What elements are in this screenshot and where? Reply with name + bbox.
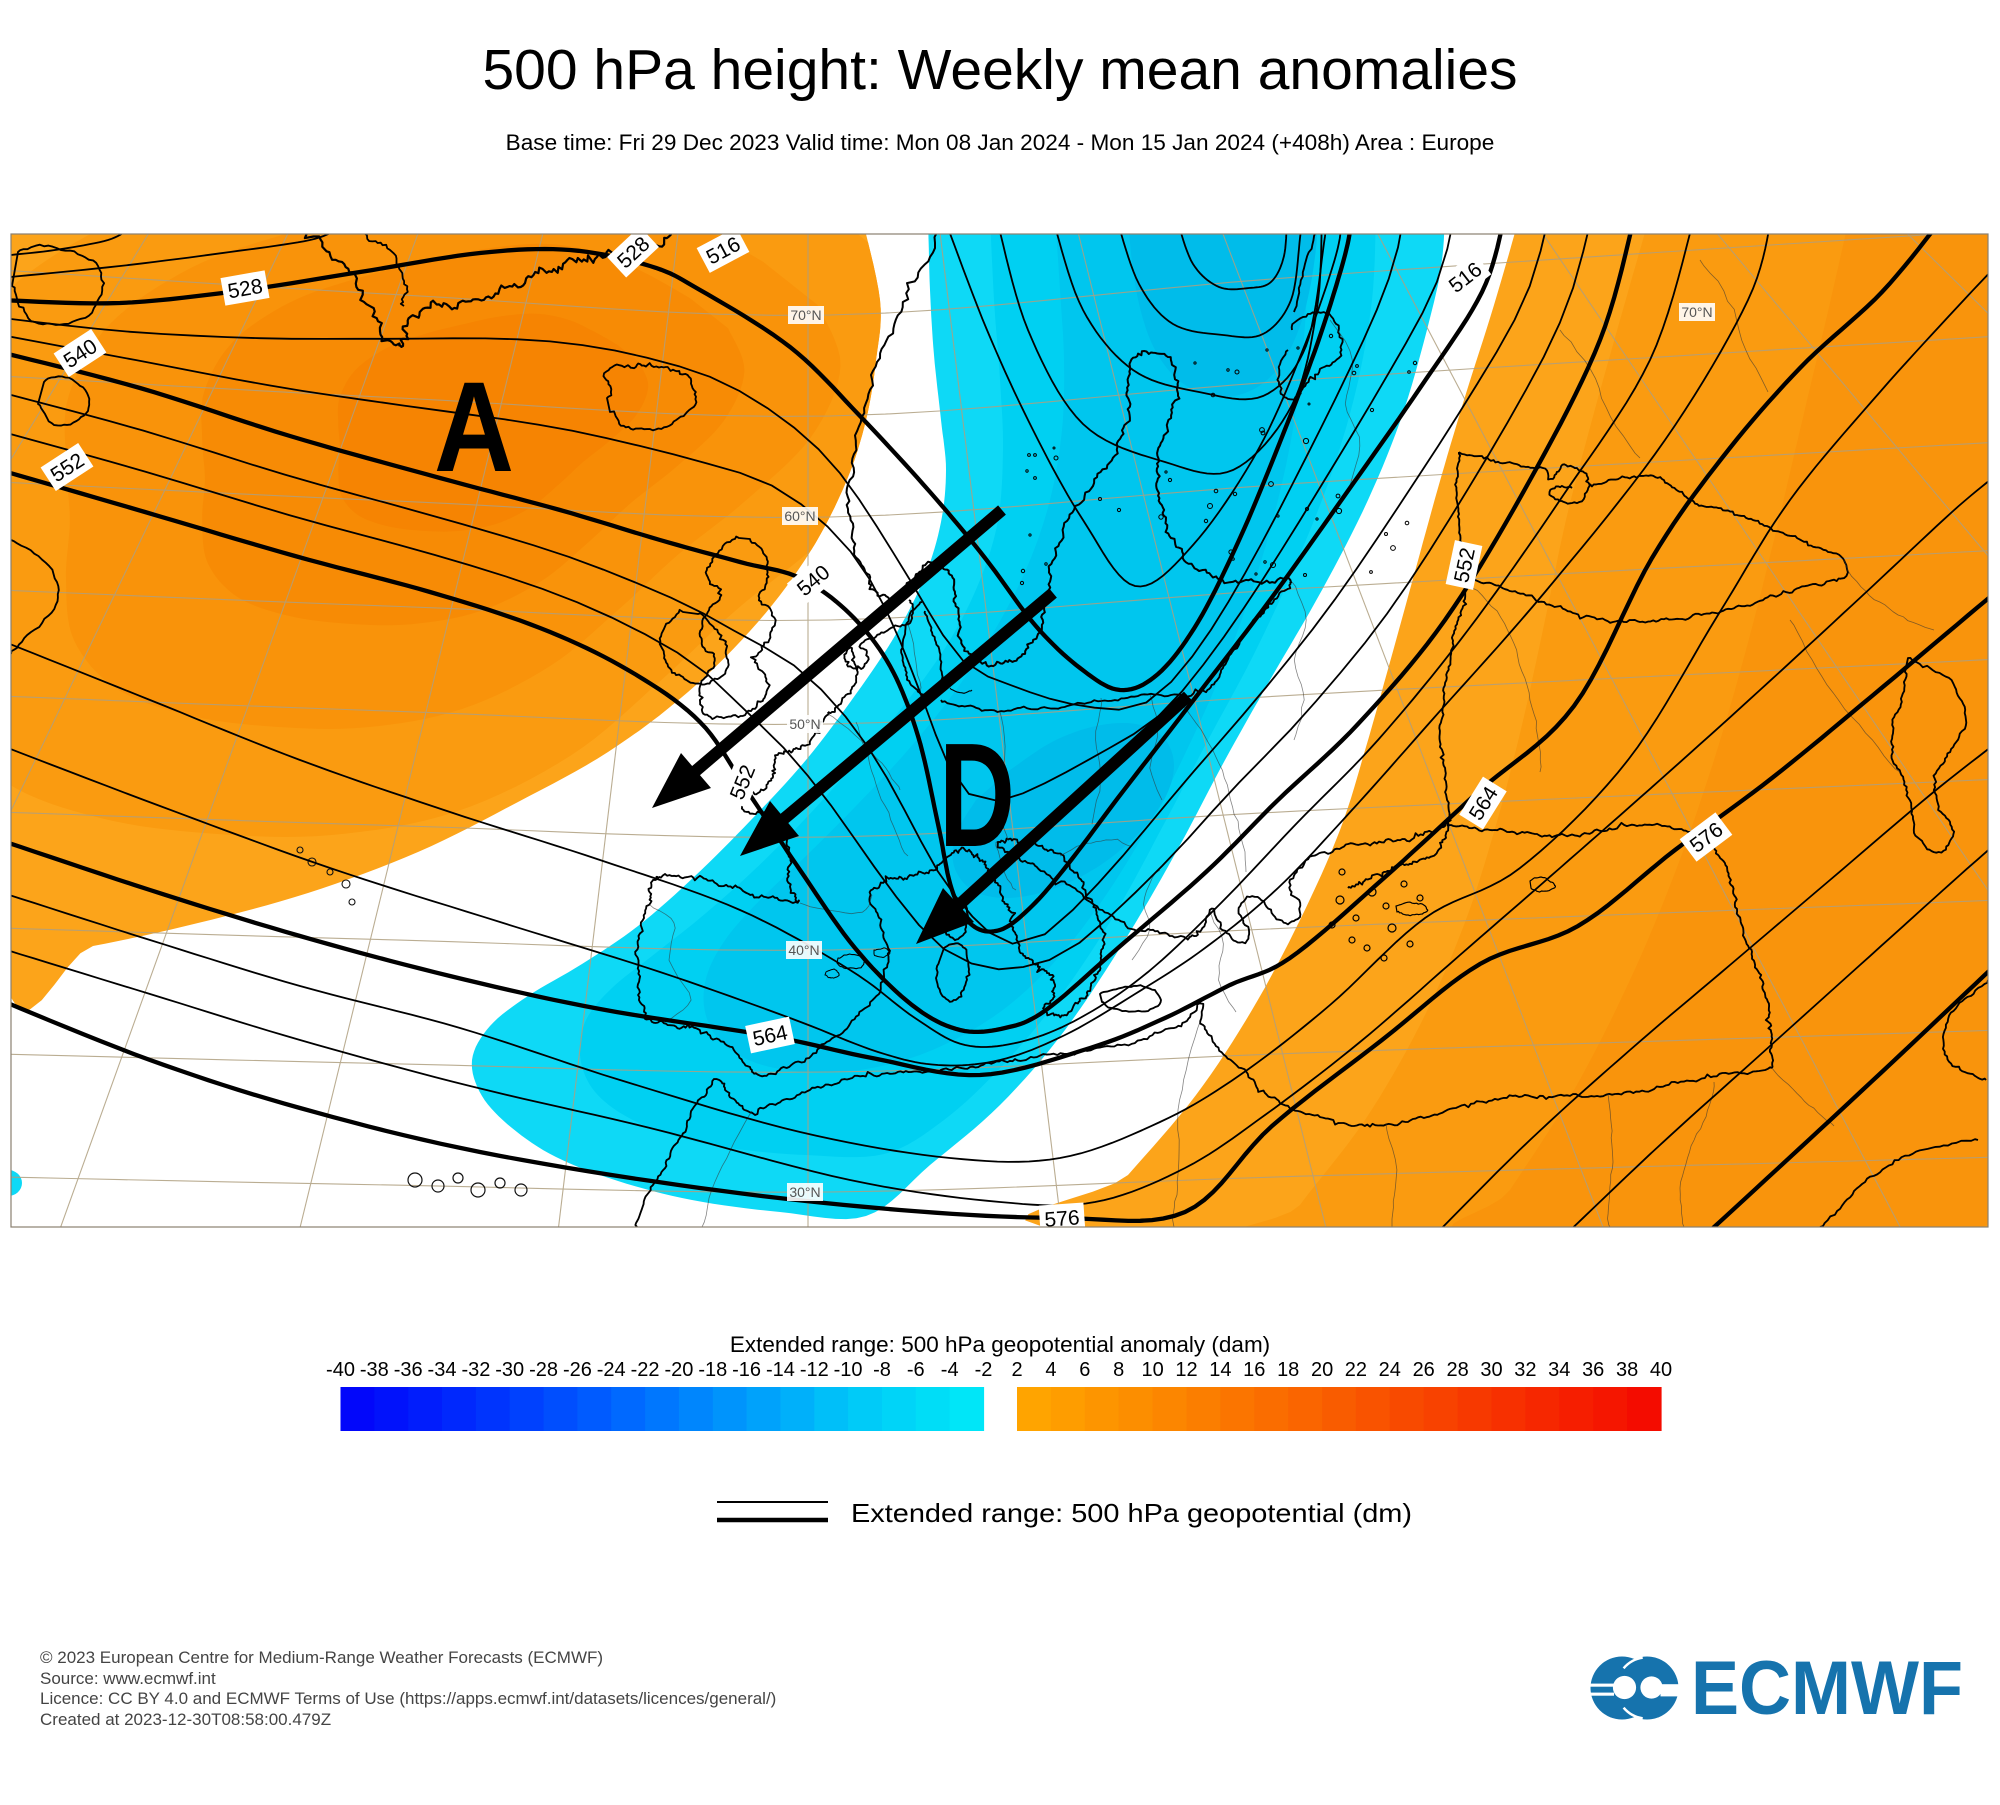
svg-text:-34: -34 bbox=[428, 1359, 457, 1381]
svg-text:60°N: 60°N bbox=[784, 508, 815, 524]
svg-text:8: 8 bbox=[1113, 1359, 1124, 1381]
svg-text:-4: -4 bbox=[941, 1359, 959, 1381]
svg-text:38: 38 bbox=[1616, 1359, 1638, 1381]
svg-text:-36: -36 bbox=[394, 1359, 423, 1381]
svg-text:ECMWF: ECMWF bbox=[1691, 1646, 1963, 1731]
svg-text:© 2023 European Centre for Med: © 2023 European Centre for Medium-Range … bbox=[40, 1648, 603, 1667]
svg-text:40°N: 40°N bbox=[788, 942, 819, 958]
svg-text:-24: -24 bbox=[597, 1359, 626, 1381]
svg-text:6: 6 bbox=[1079, 1359, 1090, 1381]
svg-text:28: 28 bbox=[1446, 1359, 1468, 1381]
svg-text:16: 16 bbox=[1243, 1359, 1265, 1381]
svg-text:22: 22 bbox=[1345, 1359, 1367, 1381]
svg-text:70°N: 70°N bbox=[790, 307, 821, 323]
svg-text:-8: -8 bbox=[873, 1359, 891, 1381]
svg-text:-26: -26 bbox=[563, 1359, 592, 1381]
svg-text:-14: -14 bbox=[766, 1359, 795, 1381]
svg-text:12: 12 bbox=[1175, 1359, 1197, 1381]
svg-text:-10: -10 bbox=[834, 1359, 863, 1381]
svg-text:-32: -32 bbox=[461, 1359, 490, 1381]
svg-text:Created at 2023-12-30T08:58:00: Created at 2023-12-30T08:58:00.479Z bbox=[40, 1710, 331, 1729]
svg-text:-28: -28 bbox=[529, 1359, 558, 1381]
svg-text:10: 10 bbox=[1141, 1359, 1163, 1381]
svg-text:50°N: 50°N bbox=[789, 716, 820, 732]
svg-text:2: 2 bbox=[1011, 1359, 1022, 1381]
svg-text:-38: -38 bbox=[360, 1359, 389, 1381]
svg-text:-30: -30 bbox=[495, 1359, 524, 1381]
svg-text:30°N: 30°N bbox=[789, 1184, 820, 1200]
svg-text:24: 24 bbox=[1379, 1359, 1401, 1381]
svg-text:18: 18 bbox=[1277, 1359, 1299, 1381]
svg-text:Extended range: 500 hPa geopot: Extended range: 500 hPa geopotential ano… bbox=[730, 1332, 1270, 1357]
svg-text:576: 576 bbox=[1044, 1206, 1081, 1231]
svg-text:70°N: 70°N bbox=[1681, 304, 1712, 320]
svg-text:30: 30 bbox=[1480, 1359, 1502, 1381]
svg-text:Extended range: 500 hPa geopot: Extended range: 500 hPa geopotential (dm… bbox=[851, 1498, 1412, 1528]
svg-text:36: 36 bbox=[1582, 1359, 1604, 1381]
svg-text:Base time: Fri 29 Dec 2023 Val: Base time: Fri 29 Dec 2023 Valid time: M… bbox=[506, 130, 1495, 155]
svg-text:Source: www.ecmwf.int: Source: www.ecmwf.int bbox=[40, 1669, 216, 1688]
svg-text:-18: -18 bbox=[698, 1359, 727, 1381]
svg-text:-16: -16 bbox=[732, 1359, 761, 1381]
svg-text:4: 4 bbox=[1045, 1359, 1056, 1381]
svg-text:500 hPa height: Weekly mean an: 500 hPa height: Weekly mean anomalies bbox=[482, 38, 1517, 102]
svg-text:32: 32 bbox=[1514, 1359, 1536, 1381]
svg-text:Licence: CC BY 4.0 and ECMWF T: Licence: CC BY 4.0 and ECMWF Terms of Us… bbox=[40, 1689, 776, 1708]
svg-text:D: D bbox=[939, 713, 1015, 878]
svg-text:26: 26 bbox=[1413, 1359, 1435, 1381]
svg-text:-40: -40 bbox=[326, 1359, 355, 1381]
svg-text:-2: -2 bbox=[975, 1359, 993, 1381]
svg-text:-20: -20 bbox=[664, 1359, 693, 1381]
svg-text:14: 14 bbox=[1209, 1359, 1231, 1381]
svg-text:-22: -22 bbox=[631, 1359, 660, 1381]
svg-text:20: 20 bbox=[1311, 1359, 1333, 1381]
svg-text:40: 40 bbox=[1650, 1359, 1672, 1381]
svg-text:34: 34 bbox=[1548, 1359, 1570, 1381]
svg-text:-12: -12 bbox=[800, 1359, 829, 1381]
svg-text:-6: -6 bbox=[907, 1359, 925, 1381]
svg-text:A: A bbox=[434, 356, 514, 499]
